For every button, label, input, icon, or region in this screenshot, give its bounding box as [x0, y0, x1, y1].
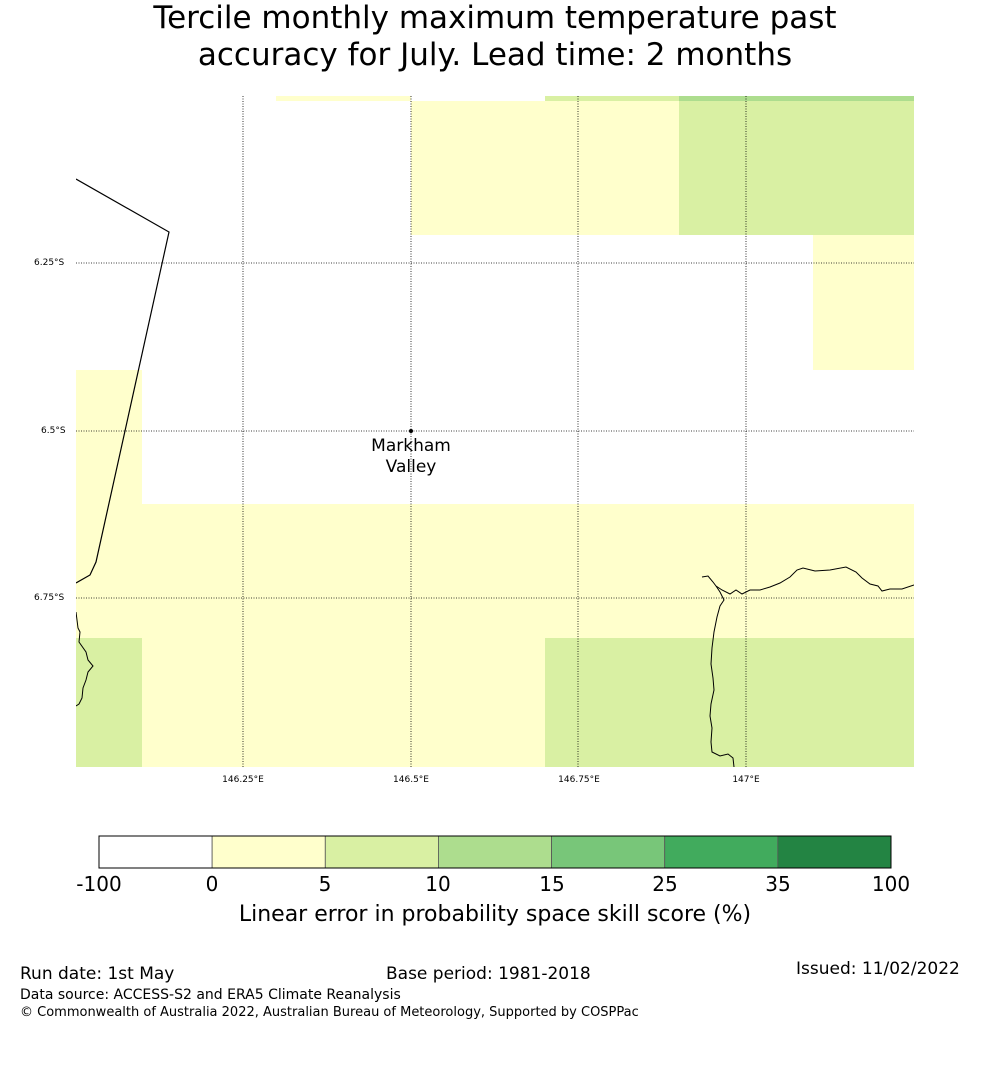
title-line-2: accuracy for July. Lead time: 2 months [197, 37, 793, 73]
coastline-west [76, 611, 94, 707]
data-source: Data source: ACCESS-S2 and ERA5 Climate … [20, 987, 401, 1003]
colorbar-tick: -100 [76, 872, 122, 896]
place-name-line-2: Valley [385, 457, 437, 477]
lon-label: 146.75°E [558, 775, 600, 785]
colorbar-tick: 10 [425, 872, 451, 896]
grid-cell [76, 504, 914, 638]
grid-cell [545, 638, 914, 767]
grid-cell [679, 96, 914, 101]
colorbar-tick: 15 [539, 872, 565, 896]
chart-title: Tercile monthly maximum temperature past… [0, 0, 990, 74]
grid-cell [276, 96, 411, 101]
lat-label: 6.5°S [41, 426, 66, 436]
grid-cell [813, 235, 914, 370]
colorbar-swatch [211, 835, 326, 869]
issued-date: Issued: 11/02/2022 [796, 959, 960, 979]
place-marker [409, 429, 413, 433]
grid-cell [411, 101, 679, 235]
colorbar-swatch [664, 835, 779, 869]
run-date: Run date: 1st May [20, 964, 175, 984]
river [709, 585, 735, 767]
border-line [76, 178, 170, 584]
grid-cell [76, 638, 142, 767]
place-label: Markham Valley [371, 436, 451, 478]
colorbar-swatch [551, 835, 666, 869]
lat-label: 6.75°S [34, 593, 65, 603]
grid-cell [545, 96, 679, 101]
colorbar-swatch [438, 835, 552, 869]
colorbar-tick: 0 [205, 872, 219, 896]
colorbar-label: Linear error in probability space skill … [238, 902, 752, 927]
grid-cell [142, 638, 545, 767]
lon-label: 146.25°E [222, 775, 264, 785]
colorbar-boxes [98, 835, 892, 869]
colorbar-outline [98, 835, 892, 869]
lon-label: 146.5°E [393, 775, 429, 785]
coastline-east [701, 566, 914, 595]
place-name-line-1: Markham [371, 436, 451, 456]
colorbar-tick: 100 [871, 872, 911, 896]
grid-cell [679, 101, 914, 235]
colorbar-tick: 5 [318, 872, 332, 896]
colorbar-swatch [98, 835, 213, 869]
colorbar-swatch [324, 835, 439, 869]
title-line-1: Tercile monthly maximum temperature past [153, 0, 837, 36]
colorbar-tick: 25 [652, 872, 678, 896]
skill-grid [76, 96, 914, 767]
base-period: Base period: 1981-2018 [386, 964, 591, 984]
lat-label: 6.25°S [34, 258, 65, 268]
copyright: © Commonwealth of Australia 2022, Austra… [20, 1005, 639, 1020]
grid-cell [76, 370, 142, 504]
colorbar-tick: 35 [765, 872, 791, 896]
lon-label: 147°E [732, 775, 760, 785]
colorbar-swatch [777, 835, 892, 869]
